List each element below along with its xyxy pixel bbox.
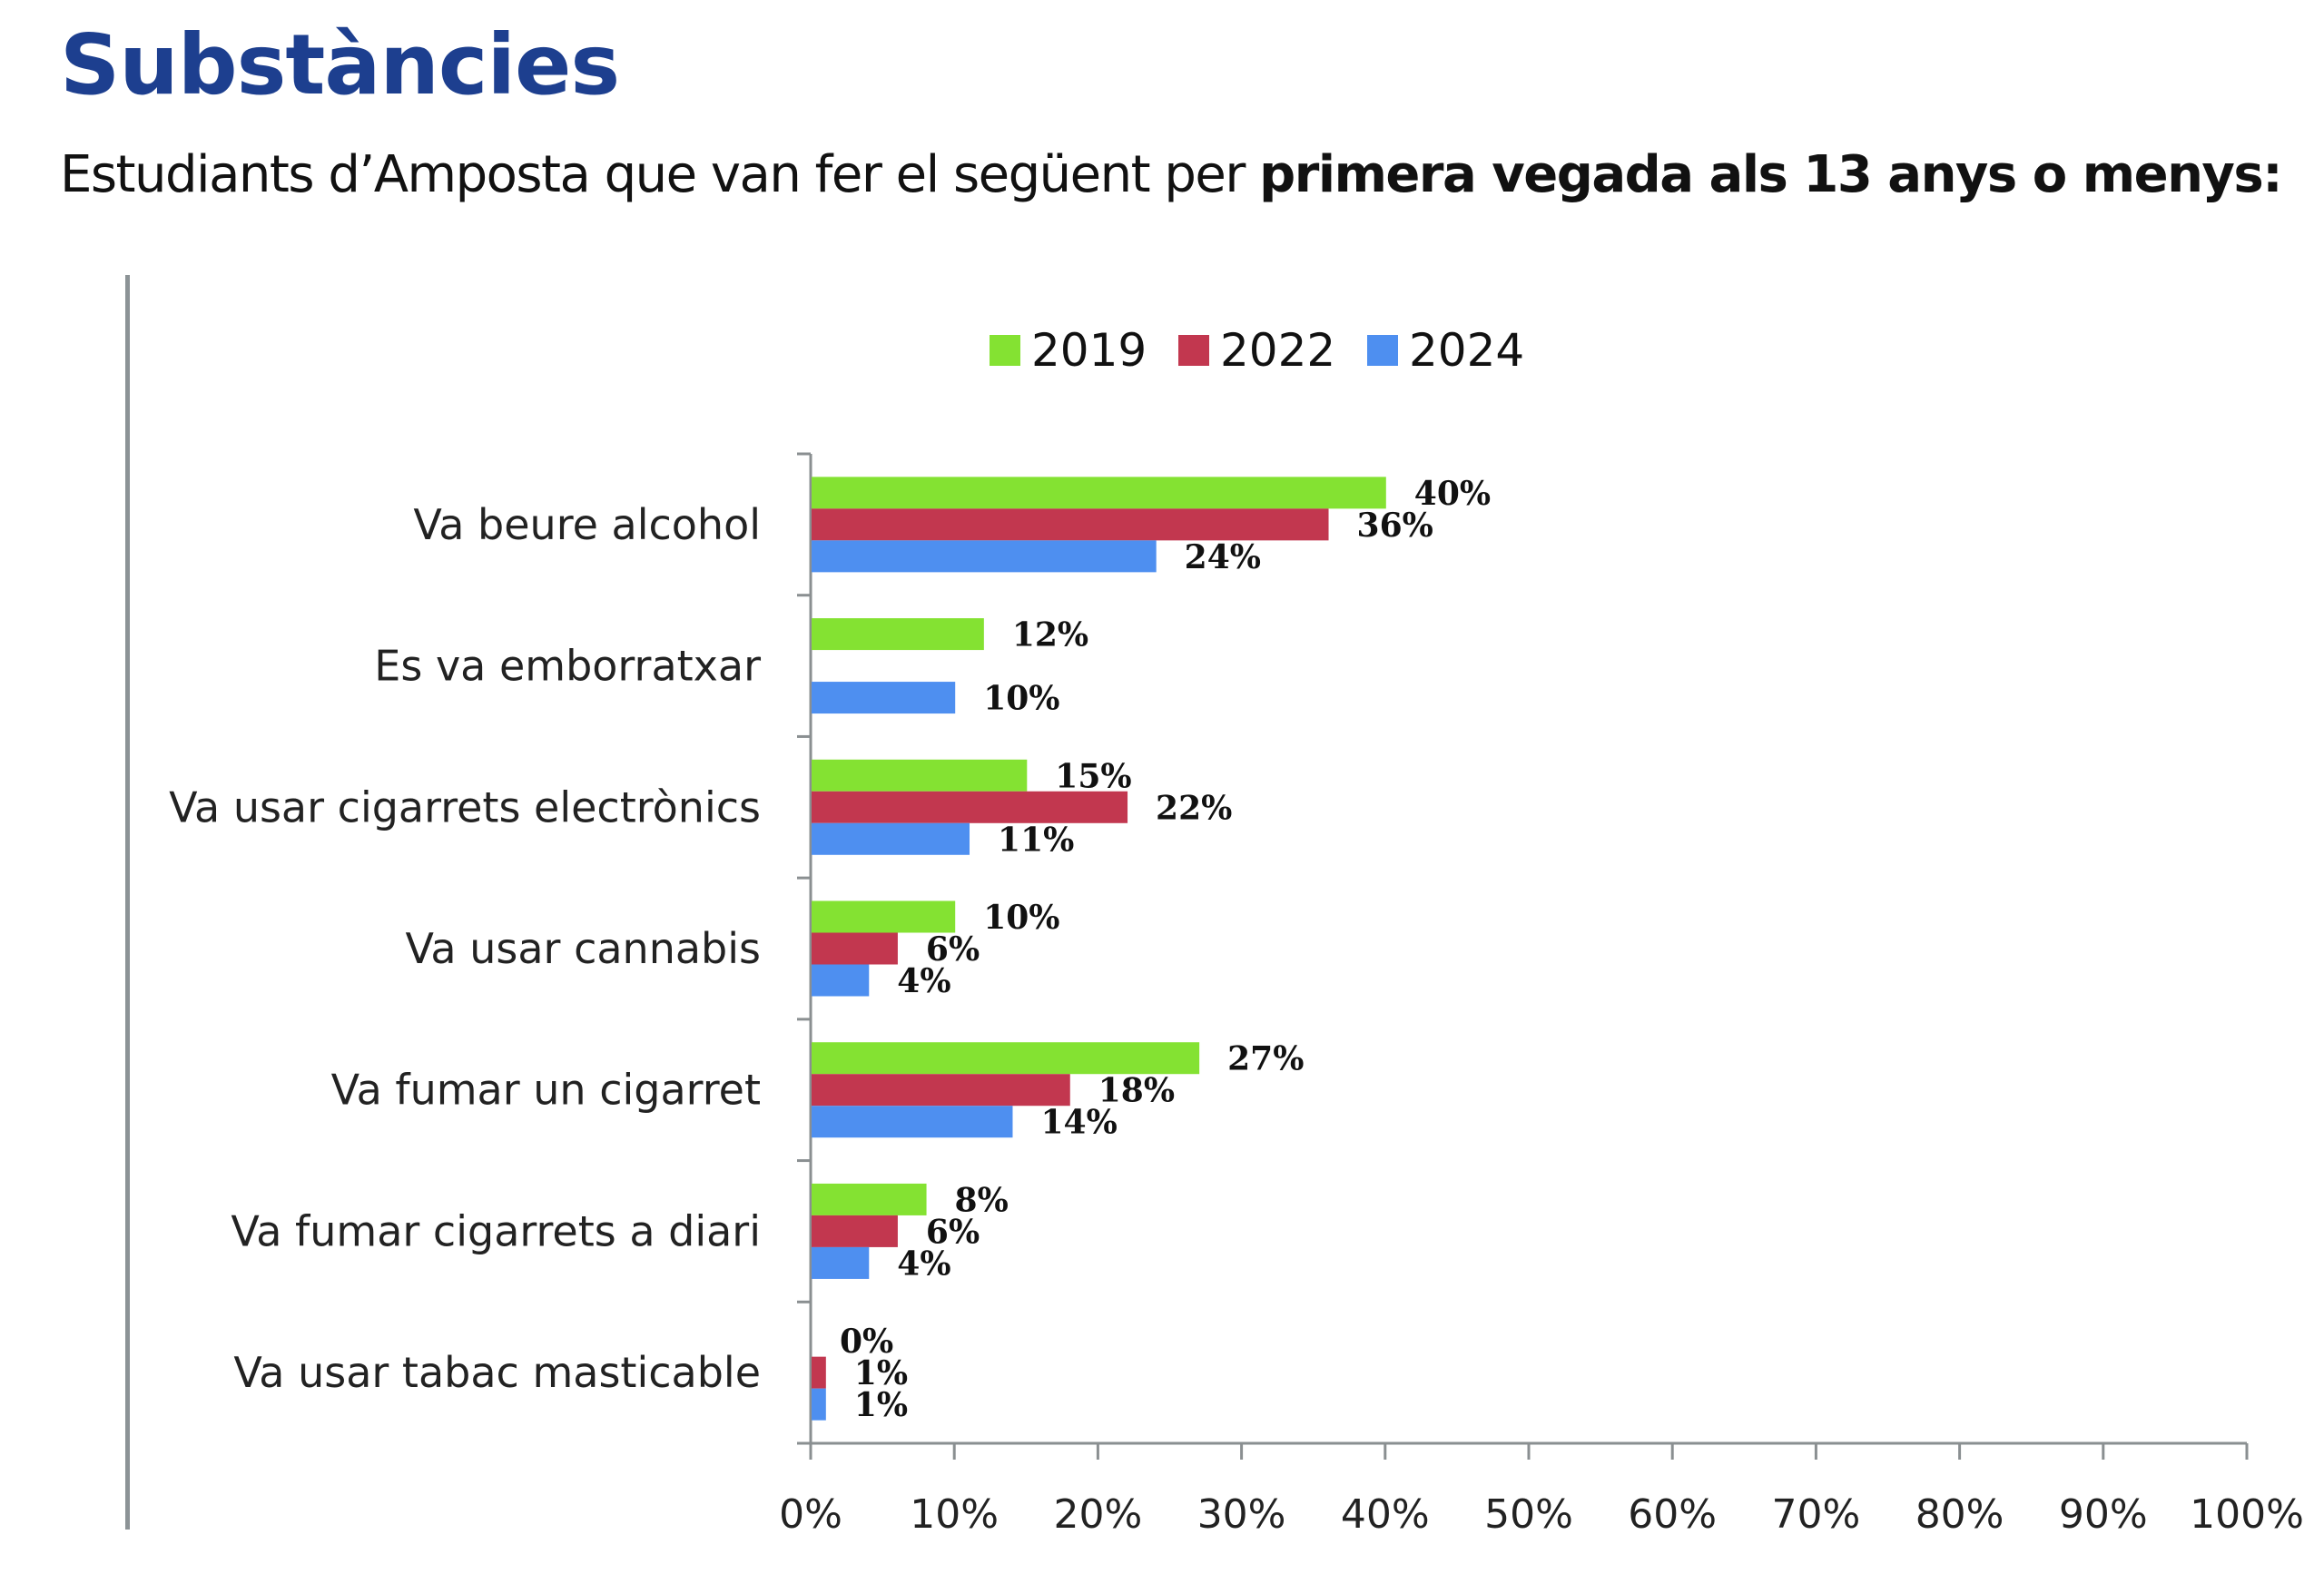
left-divider-rule bbox=[125, 275, 130, 1530]
bar-2019 bbox=[812, 618, 984, 651]
bar-2024 bbox=[812, 1246, 870, 1279]
x-tick-label: 30% bbox=[1197, 1491, 1286, 1538]
data-labels: 40%36%24%12%10%15%22%11%10%6%4%27%18%14%… bbox=[840, 475, 1491, 1424]
data-label-2019: 27% bbox=[1227, 1040, 1304, 1078]
bar-2019 bbox=[812, 759, 1028, 792]
legend-label-2022: 2022 bbox=[1220, 324, 1335, 377]
legend-label-2024: 2024 bbox=[1409, 324, 1524, 377]
category-label: Va fumar cigarrets a diari bbox=[231, 1206, 761, 1255]
bar-2024 bbox=[812, 1388, 826, 1421]
category-label: Va usar tabac masticable bbox=[233, 1348, 761, 1397]
category-label: Va beure alcohol bbox=[413, 500, 761, 549]
data-label-2019: 40% bbox=[1414, 475, 1491, 513]
bar-2024 bbox=[812, 822, 970, 855]
bar-2022 bbox=[812, 508, 1329, 541]
x-tick-label: 80% bbox=[1915, 1491, 2004, 1538]
data-label-2019: 0% bbox=[840, 1323, 893, 1361]
data-label-2024: 1% bbox=[854, 1386, 908, 1424]
data-label-2024: 10% bbox=[983, 680, 1059, 718]
data-label-2022: 6% bbox=[926, 930, 980, 969]
bar-2019 bbox=[812, 1183, 927, 1215]
bar-2022 bbox=[812, 1215, 898, 1247]
bar-2019 bbox=[812, 900, 956, 933]
data-label-2024: 24% bbox=[1185, 538, 1261, 576]
bar-2019 bbox=[812, 1042, 1200, 1075]
x-tick-label: 50% bbox=[1484, 1491, 1573, 1538]
bar-2022 bbox=[812, 932, 898, 965]
data-label-2022: 6% bbox=[926, 1213, 980, 1251]
data-label-2024: 4% bbox=[897, 962, 950, 1000]
x-tick-label: 10% bbox=[910, 1491, 999, 1538]
data-label-2019: 12% bbox=[1012, 616, 1088, 654]
x-tick-labels: 0% 10% 20% 30% 40% 50% 60% 70% 80% 90% 100% bbox=[779, 1491, 2304, 1538]
legend: 2019 2022 2024 bbox=[990, 324, 1524, 377]
data-label-2024: 14% bbox=[1040, 1104, 1117, 1142]
legend-swatch-2019 bbox=[990, 335, 1020, 366]
bar-2022 bbox=[812, 1356, 826, 1389]
data-label-2019: 8% bbox=[955, 1181, 1009, 1219]
x-tick-label: 100% bbox=[2190, 1491, 2304, 1538]
bar-2024 bbox=[812, 682, 956, 714]
bars bbox=[812, 477, 1386, 1421]
bar-2022 bbox=[812, 791, 1128, 823]
data-label-2024: 11% bbox=[998, 821, 1074, 859]
category-label: Va fumar un cigarret bbox=[331, 1066, 761, 1115]
x-tick-label: 90% bbox=[2059, 1491, 2148, 1538]
axes bbox=[797, 452, 2249, 1460]
legend-swatch-2024 bbox=[1367, 335, 1398, 366]
data-label-2019: 15% bbox=[1055, 757, 1131, 795]
legend-swatch-2022 bbox=[1178, 335, 1209, 366]
category-label: Va usar cannabis bbox=[406, 924, 761, 973]
page-title: Substàncies bbox=[60, 16, 620, 113]
category-label: Va usar cigarrets electrònics bbox=[169, 782, 761, 831]
category-label: Es va emborratxar bbox=[374, 642, 761, 691]
x-tick-label: 70% bbox=[1772, 1491, 1861, 1538]
data-label-2022: 18% bbox=[1098, 1072, 1175, 1110]
bar-2024 bbox=[812, 540, 1157, 573]
page-subtitle: Estudiants d’Amposta que van fer el segü… bbox=[60, 145, 2283, 204]
legend-label-2019: 2019 bbox=[1031, 324, 1147, 377]
data-label-2024: 4% bbox=[897, 1244, 950, 1283]
subtitle-regular: Estudiants d’Amposta que van fer el segü… bbox=[60, 145, 1260, 204]
x-tick-label: 40% bbox=[1341, 1491, 1430, 1538]
x-tick-label: 60% bbox=[1628, 1491, 1717, 1538]
data-label-2022: 22% bbox=[1156, 789, 1232, 827]
data-label-2022: 36% bbox=[1357, 507, 1433, 545]
subtitle-bold: primera vegada als 13 anys o menys: bbox=[1259, 145, 2283, 204]
bar-2024 bbox=[812, 964, 870, 997]
bar-2022 bbox=[812, 1074, 1070, 1107]
data-label-2019: 10% bbox=[983, 899, 1059, 937]
bar-2019 bbox=[812, 477, 1386, 509]
data-label-2022: 1% bbox=[854, 1354, 908, 1392]
x-tick-label: 20% bbox=[1054, 1491, 1143, 1538]
x-tick-label: 0% bbox=[779, 1491, 842, 1538]
bar-2024 bbox=[812, 1106, 1013, 1138]
category-labels: Va beure alcohol Es va emborratxar Va usar… bbox=[169, 500, 761, 1397]
